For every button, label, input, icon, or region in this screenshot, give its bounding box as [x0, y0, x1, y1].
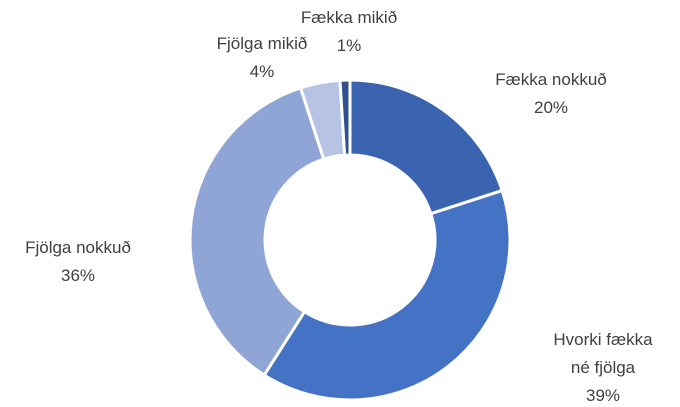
category-label: Fækka mikið	[300, 8, 398, 27]
slice-label: Hvorki fækka né fjölga 39%	[546, 326, 661, 407]
slice-label: Fækka mikið 1%	[294, 4, 404, 60]
value-label: 4%	[249, 62, 275, 81]
slice-label: Fjölga nokkuð 36%	[0, 234, 158, 290]
donut-slice	[338, 78, 352, 157]
category-label: Fjölga mikið	[216, 34, 308, 53]
category-label: Hvorki fækka né fjölga	[553, 330, 653, 377]
category-label: Fjölga nokkuð	[25, 238, 131, 257]
donut-slice	[188, 85, 326, 378]
slice-label: Fækka nokkuð 20%	[481, 66, 621, 122]
value-label: 36%	[60, 266, 96, 285]
category-label: Fækka nokkuð	[495, 70, 607, 89]
value-label: 1%	[336, 36, 362, 55]
value-label: 20%	[533, 98, 569, 117]
slice-label: Fjölga mikið 4%	[207, 30, 317, 86]
donut-slice	[348, 78, 505, 216]
value-label: 39%	[585, 386, 621, 405]
donut-slice	[262, 188, 512, 402]
